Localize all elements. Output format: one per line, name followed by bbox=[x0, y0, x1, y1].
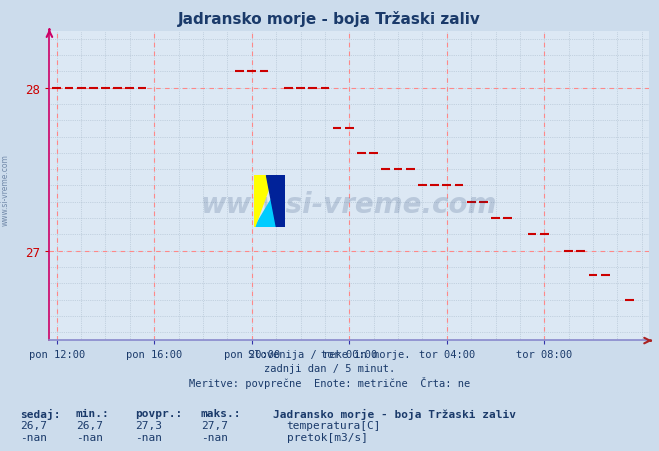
Text: -nan: -nan bbox=[201, 432, 228, 442]
Text: 26,7: 26,7 bbox=[20, 420, 47, 430]
Text: 26,7: 26,7 bbox=[76, 420, 103, 430]
Text: Meritve: povprečne  Enote: metrične  Črta: ne: Meritve: povprečne Enote: metrične Črta:… bbox=[189, 377, 470, 389]
Polygon shape bbox=[254, 176, 273, 228]
Polygon shape bbox=[254, 176, 285, 228]
Polygon shape bbox=[266, 176, 285, 228]
Text: 27,3: 27,3 bbox=[135, 420, 162, 430]
Text: sedaj:: sedaj: bbox=[20, 408, 60, 419]
Text: -nan: -nan bbox=[135, 432, 162, 442]
Text: maks.:: maks.: bbox=[201, 408, 241, 418]
Text: www.si-vreme.com: www.si-vreme.com bbox=[1, 153, 10, 226]
Text: zadnji dan / 5 minut.: zadnji dan / 5 minut. bbox=[264, 363, 395, 373]
Text: pretok[m3/s]: pretok[m3/s] bbox=[287, 432, 368, 442]
Text: povpr.:: povpr.: bbox=[135, 408, 183, 418]
Text: -nan: -nan bbox=[20, 432, 47, 442]
Text: -nan: -nan bbox=[76, 432, 103, 442]
Text: Slovenija / reke in morje.: Slovenija / reke in morje. bbox=[248, 350, 411, 359]
Text: Jadransko morje - boja Tržaski zaliv: Jadransko morje - boja Tržaski zaliv bbox=[178, 11, 481, 27]
Text: Jadransko morje - boja Tržaski zaliv: Jadransko morje - boja Tržaski zaliv bbox=[273, 408, 517, 419]
Text: 27,7: 27,7 bbox=[201, 420, 228, 430]
Text: www.si-vreme.com: www.si-vreme.com bbox=[201, 191, 498, 219]
Text: min.:: min.: bbox=[76, 408, 109, 418]
Text: temperatura[C]: temperatura[C] bbox=[287, 420, 381, 430]
